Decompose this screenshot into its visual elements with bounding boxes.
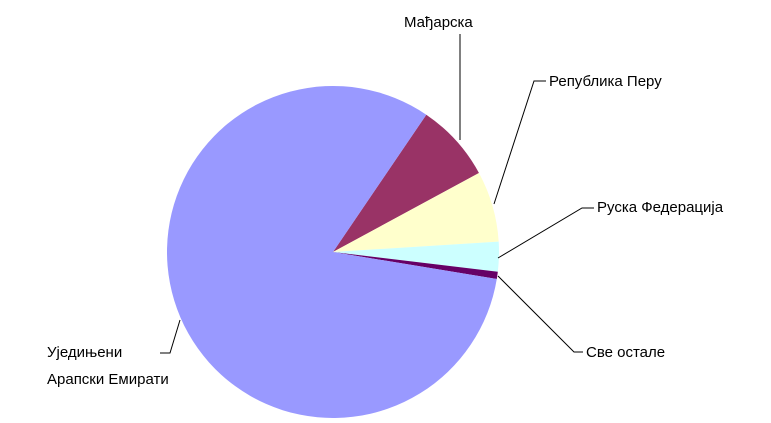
pie-slice: [333, 172, 499, 252]
slice-label: Све остале: [586, 344, 666, 361]
leader-line: [497, 275, 583, 353]
pie-slice: [333, 252, 498, 279]
slice-label: Руска Федерација: [597, 199, 724, 216]
leader-line: [160, 319, 181, 354]
slice-label: Република Перу: [549, 73, 662, 90]
pie-slice: [333, 241, 500, 272]
slice-label: Уједињени Арапски Емирати: [47, 344, 169, 388]
pie-slice: [333, 114, 479, 253]
pie-slice: [166, 85, 497, 418]
leader-line: [493, 80, 546, 205]
slice-label: Мађарска: [404, 14, 473, 31]
leader-line: [497, 207, 594, 259]
